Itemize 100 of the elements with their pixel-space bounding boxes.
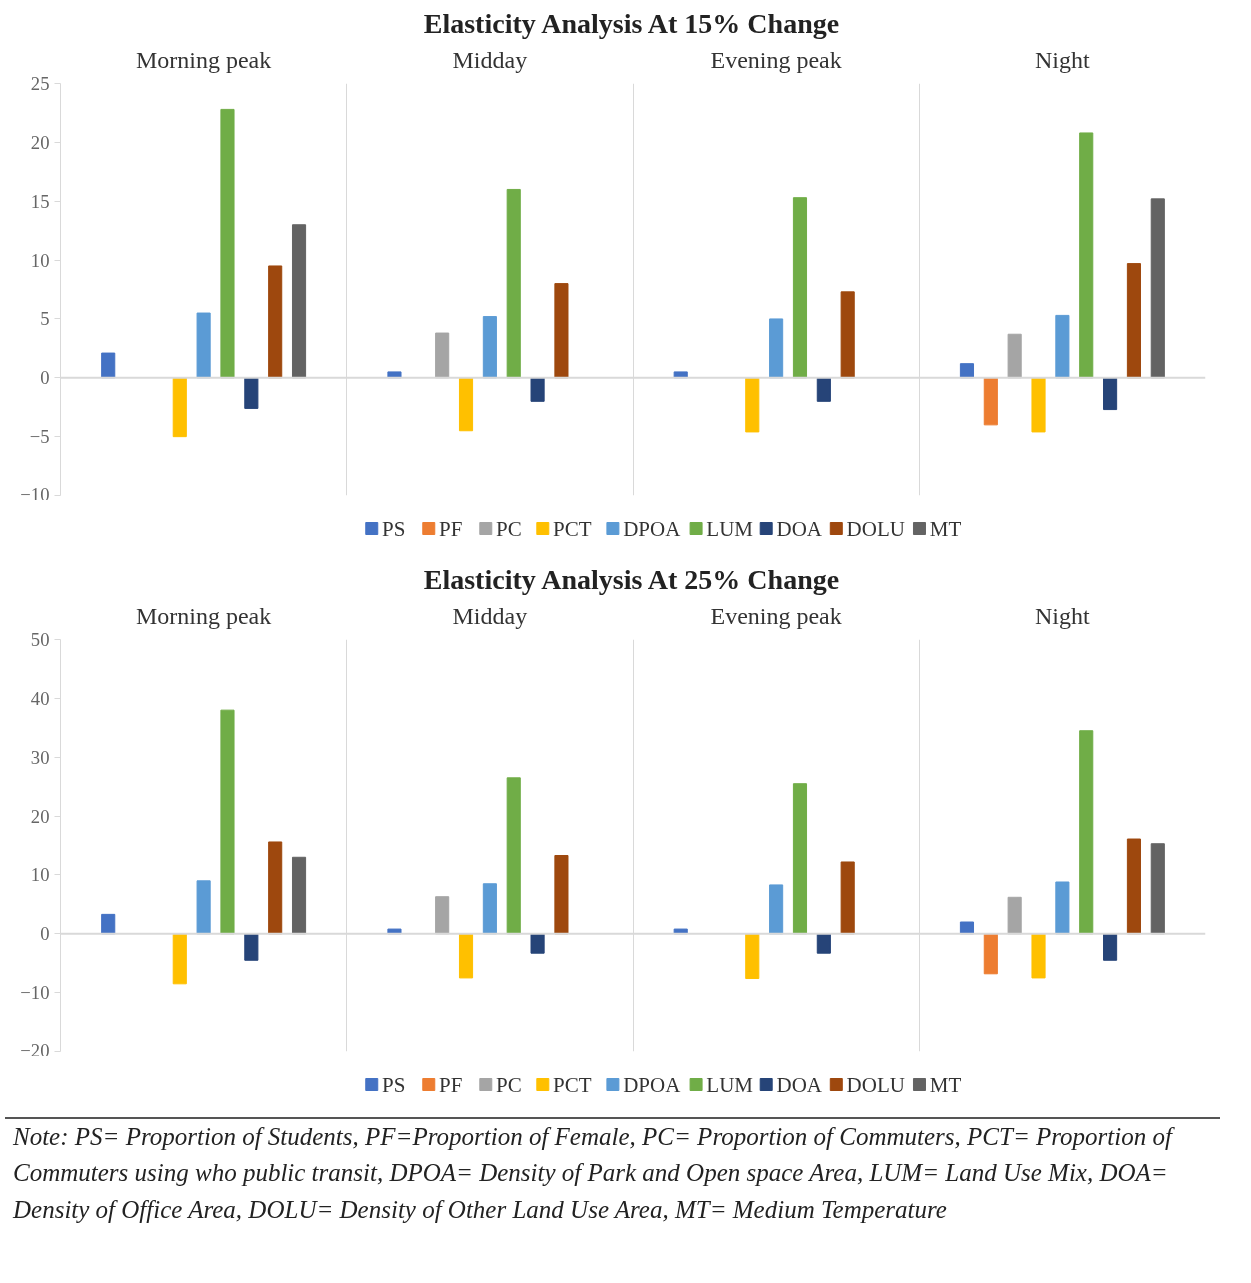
bar xyxy=(220,709,235,935)
x-tick-label: Midday xyxy=(452,46,528,73)
bar xyxy=(458,933,474,979)
bar xyxy=(482,883,497,935)
legend-label: DOA xyxy=(776,516,823,541)
x-tick-label: Night xyxy=(1035,46,1091,73)
bar xyxy=(172,933,187,985)
legend-label: PF xyxy=(439,516,463,541)
x-tick-label: Evening peak xyxy=(710,602,842,629)
bar xyxy=(983,933,998,975)
bar xyxy=(244,377,259,409)
y-tick-label: 50 xyxy=(30,629,50,650)
legend-label: DOA xyxy=(776,1072,823,1097)
y-tick-label: −20 xyxy=(20,1039,50,1061)
bar xyxy=(506,188,521,379)
bar xyxy=(1031,377,1046,433)
bar xyxy=(792,783,808,935)
bar xyxy=(1150,198,1165,379)
text: Note: PS= Proportion of Students, PF=Proportion of Female, PC= Proportion of Commuters, PCT= Proportion of Commuters using who public transit, DPOA= Density of Park and Open space Area, LUM= Land Use Mix, DOA= Density of Office Area, DOLU= Density of Other Land Use Area, MT= Medium Temperature xyxy=(13,1122,1176,1225)
bar xyxy=(291,224,307,379)
bar xyxy=(196,312,211,379)
bar xyxy=(554,283,569,379)
bar xyxy=(435,332,450,379)
x-tick-label: Morning peak xyxy=(135,602,272,629)
legend-label: PS xyxy=(382,516,406,541)
bar xyxy=(172,377,187,438)
legend-label: PF xyxy=(439,1072,463,1097)
bar xyxy=(244,933,259,961)
y-tick-label: −5 xyxy=(29,426,50,448)
bar xyxy=(1055,881,1070,935)
y-tick-label: 15 xyxy=(30,190,50,212)
bar xyxy=(220,108,235,379)
bar xyxy=(673,928,688,935)
bar xyxy=(816,933,831,954)
legend-label: DPOA xyxy=(623,1072,682,1097)
y-tick-label: 5 xyxy=(40,308,50,330)
bar xyxy=(1126,263,1141,379)
legend-label: MT xyxy=(929,516,962,541)
y-tick-label: 0 xyxy=(40,923,50,945)
bar xyxy=(1150,843,1165,935)
y-tick-label: 0 xyxy=(40,367,50,389)
y-tick-label: 25 xyxy=(30,73,50,94)
legend-label: LUM xyxy=(706,516,754,541)
bar xyxy=(1055,314,1070,379)
bar xyxy=(506,777,521,935)
bar xyxy=(101,352,116,379)
legend-label: PS xyxy=(382,1072,406,1097)
bar xyxy=(387,928,402,935)
bar xyxy=(1103,377,1118,411)
bar xyxy=(530,933,545,954)
legend-label: PC xyxy=(496,516,522,541)
bar xyxy=(840,291,855,379)
bar xyxy=(816,377,831,402)
bar xyxy=(101,913,116,935)
bar xyxy=(435,896,450,935)
x-tick-label: Midday xyxy=(452,602,528,629)
bar xyxy=(530,377,545,402)
bar xyxy=(458,377,474,432)
bar xyxy=(745,377,760,433)
bar xyxy=(387,371,402,379)
bar xyxy=(268,265,283,379)
legend-label: MT xyxy=(929,1072,962,1097)
y-tick-label: 20 xyxy=(30,131,50,153)
legend-label: LUM xyxy=(706,1072,754,1097)
x-tick-label: Morning peak xyxy=(135,46,272,73)
bar xyxy=(1007,896,1022,935)
bar xyxy=(1079,730,1094,935)
bar xyxy=(482,316,497,379)
bar xyxy=(196,880,211,935)
legend-label: DOLU xyxy=(846,1072,905,1097)
bar xyxy=(769,318,784,379)
bar xyxy=(1103,933,1118,961)
bar xyxy=(840,861,855,935)
bar xyxy=(769,884,784,935)
y-tick-label: 10 xyxy=(30,249,50,271)
bar xyxy=(554,855,569,935)
legend-label: DOLU xyxy=(846,516,905,541)
legend-label: PC xyxy=(496,1072,522,1097)
bar xyxy=(745,933,760,980)
bar xyxy=(983,377,998,426)
bar xyxy=(291,856,307,935)
y-tick-label: −10 xyxy=(20,982,50,1004)
bar xyxy=(792,197,808,379)
legend-label: DPOA xyxy=(623,516,682,541)
x-tick-label: Night xyxy=(1035,602,1091,629)
bar xyxy=(268,841,283,935)
legend-label: PCT xyxy=(553,1072,592,1097)
bar xyxy=(959,363,975,379)
y-tick-label: 20 xyxy=(30,805,50,827)
bar xyxy=(1007,333,1022,379)
bar xyxy=(673,371,688,379)
legend-label: PCT xyxy=(553,516,592,541)
chart-title: Elasticity Analysis At 15% Change xyxy=(423,7,840,39)
y-tick-label: 40 xyxy=(30,687,50,709)
y-tick-label: 10 xyxy=(30,864,50,886)
y-tick-label: −10 xyxy=(20,483,50,505)
bar xyxy=(1031,933,1046,979)
y-tick-label: 30 xyxy=(30,746,50,768)
bar xyxy=(959,921,975,935)
bar xyxy=(1126,838,1141,935)
